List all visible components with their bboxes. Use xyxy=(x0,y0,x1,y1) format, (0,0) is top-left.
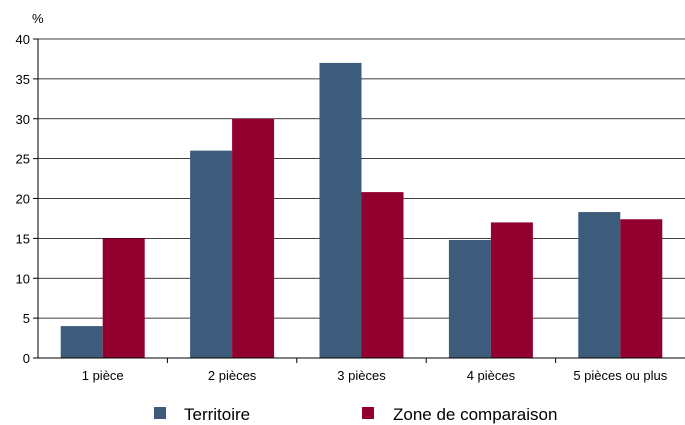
y-tick-label: 30 xyxy=(16,112,30,127)
x-tick-label: 2 pièces xyxy=(208,368,257,383)
legend-label-territoire: Territoire xyxy=(184,405,250,424)
bar-territoire xyxy=(190,150,233,358)
bar-territoire xyxy=(319,62,362,359)
y-tick-label: 0 xyxy=(23,351,30,366)
bar-zone-de-comparaison xyxy=(102,238,145,358)
bar-territoire xyxy=(60,326,103,358)
y-tick-label: 20 xyxy=(16,192,30,207)
x-tick-label: 4 pièces xyxy=(467,368,516,383)
legend-label-zone-de-comparaison: Zone de comparaison xyxy=(393,405,557,424)
bar-territoire xyxy=(578,212,621,358)
bars xyxy=(60,62,663,359)
bar-zone-de-comparaison xyxy=(361,192,404,358)
bar-zone-de-comparaison xyxy=(490,222,533,358)
x-tick-label: 1 pièce xyxy=(82,368,124,383)
x-tick-label: 3 pièces xyxy=(337,368,386,383)
bar-territoire xyxy=(448,239,491,358)
bar-zone-de-comparaison xyxy=(232,118,275,358)
y-tick-label: 5 xyxy=(23,311,30,326)
legend-swatch-territoire xyxy=(154,407,166,419)
y-tick-label: 25 xyxy=(16,152,30,167)
y-tick-label: 35 xyxy=(16,72,30,87)
legend: Territoire Zone de comparaison xyxy=(154,405,557,424)
x-tick-label: 5 pièces ou plus xyxy=(573,368,667,383)
y-axis-ticks: 0 5 10 15 20 25 30 35 40 xyxy=(16,32,38,366)
y-tick-label: 40 xyxy=(16,32,30,47)
y-axis-unit-label: % xyxy=(32,11,44,26)
legend-swatch-zone-de-comparaison xyxy=(362,407,374,419)
y-tick-label: 15 xyxy=(16,231,30,246)
bar-zone-de-comparaison xyxy=(620,219,663,358)
y-tick-label: 10 xyxy=(16,271,30,286)
x-axis-labels: 1 pièce 2 pièces 3 pièces 4 pièces 5 pièces … xyxy=(82,358,668,383)
